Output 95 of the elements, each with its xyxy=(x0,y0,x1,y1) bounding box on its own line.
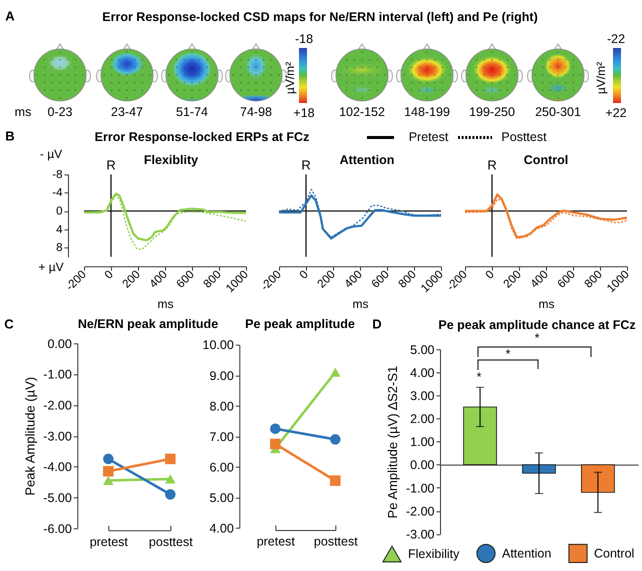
text: + µV xyxy=(38,260,64,275)
x-tick-label: pretest xyxy=(256,534,296,548)
x-tick-label: 800 xyxy=(396,268,419,291)
x-tick-label: 400 xyxy=(528,268,551,291)
y-tick-label: -1.00 xyxy=(43,368,72,382)
y-tick-label: -4 xyxy=(52,187,64,200)
y-tick-label: 0 xyxy=(56,206,62,218)
y-tick-label: 4 xyxy=(56,224,64,236)
ref-line-label: R xyxy=(301,157,311,172)
text: 102-152 xyxy=(339,104,385,120)
y-axis-title: Peak Amplitude (µV) xyxy=(22,376,38,496)
ref-line-label: R xyxy=(106,157,116,172)
y-tick-label: 3.00 xyxy=(410,388,435,403)
text: 148-199 xyxy=(404,104,450,120)
text: 0-23 xyxy=(47,104,73,120)
x-tick-label: 200 xyxy=(316,268,338,291)
text: A xyxy=(5,8,15,24)
x-tick-label: 600 xyxy=(370,268,392,291)
y-tick-label: -3.00 xyxy=(43,429,72,444)
y-tick-label: 6.00 xyxy=(209,460,234,474)
y-tick-label: 7.00 xyxy=(209,430,234,444)
text: 250-301 xyxy=(535,104,581,120)
text: C xyxy=(4,316,14,332)
text: -18 xyxy=(294,32,314,46)
text: 51-74 xyxy=(176,104,208,120)
x-tick-label: 200 xyxy=(120,268,143,291)
text: * xyxy=(534,330,540,346)
y-tick-label: 8 xyxy=(56,242,62,254)
x-tick-label: 200 xyxy=(502,268,524,291)
y-tick-label: -2.00 xyxy=(406,504,435,518)
x-tick-label: 800 xyxy=(582,268,605,291)
x-tick-label: posttest xyxy=(314,534,358,548)
y-tick-label: 0.00 xyxy=(410,458,435,472)
y-tick-label: 0.00 xyxy=(47,336,72,351)
x-tick-label: 0 xyxy=(298,268,311,282)
x-tick-label: -200 xyxy=(444,268,470,294)
chart-title: Flexiblity xyxy=(144,152,198,167)
color-bar-title: µV/m² xyxy=(283,62,298,94)
x-tick-label: -200 xyxy=(258,268,284,294)
text: Error Response-locked CSD maps for Ne/ERN interval (left) and Pe (right) xyxy=(102,10,538,24)
annotation: * xyxy=(476,370,482,384)
y-tick-label: -5.00 xyxy=(43,490,72,505)
y-tick-label: 4.00 xyxy=(410,366,435,380)
text: -22 xyxy=(606,32,626,46)
y-tick-label: 1.00 xyxy=(410,435,435,450)
x-tick-label: 600 xyxy=(174,268,197,291)
x-tick-label: posttest xyxy=(148,534,194,549)
y-tick-label: 5.00 xyxy=(209,490,234,505)
x-tick-label: -200 xyxy=(64,268,89,294)
text: Pretest xyxy=(408,130,448,144)
text: +18 xyxy=(293,105,315,120)
color-bar-title: µV/m² xyxy=(594,62,609,94)
y-tick-label: -1.00 xyxy=(406,481,435,496)
text: D xyxy=(372,316,382,332)
x-tick-label: 800 xyxy=(202,268,224,291)
chart-title: Attention xyxy=(340,152,394,167)
text: 23-47 xyxy=(111,104,143,120)
chart-title: Pe peak amplitude xyxy=(245,316,355,332)
y-tick-label: -4.00 xyxy=(43,460,72,474)
y-tick-label: 5.00 xyxy=(410,342,435,357)
legend-label: Control xyxy=(594,546,634,560)
text: B xyxy=(5,128,15,144)
chart-title: Pe peak amplitude chance at FCz xyxy=(438,318,636,332)
y-tick-label: 10.00 xyxy=(202,338,234,352)
legend-label: Flexibility xyxy=(408,547,460,562)
chart-title: Ne/ERN peak amplitude xyxy=(78,316,218,332)
text: 74-98 xyxy=(240,104,272,120)
x-axis-title: ms xyxy=(352,296,368,311)
y-tick-label: 2.00 xyxy=(410,412,435,426)
text: - µV xyxy=(40,147,62,162)
y-tick-label: 9.00 xyxy=(209,368,234,383)
x-axis-title: ms xyxy=(158,296,174,311)
y-tick-label: 8.00 xyxy=(209,399,234,414)
x-axis-title: ms xyxy=(538,296,554,311)
y-tick-label: -2.00 xyxy=(43,398,72,412)
text: 199-250 xyxy=(469,104,515,120)
x-tick-label: 400 xyxy=(148,268,170,291)
text: Error Response-locked ERPs at FCz xyxy=(94,130,310,144)
text: +22 xyxy=(605,105,627,120)
x-tick-label: 600 xyxy=(556,268,578,291)
x-tick-label: 0 xyxy=(484,268,497,282)
legend-label: Attention xyxy=(502,546,552,560)
x-tick-label: pretest xyxy=(90,534,128,549)
annotation: * xyxy=(506,346,510,362)
y-tick-label: 4.00 xyxy=(209,522,234,536)
chart-title: Control xyxy=(524,152,568,167)
x-tick-label: 0 xyxy=(102,268,116,282)
ref-line-label: R xyxy=(487,157,497,172)
text: ms xyxy=(14,104,32,120)
text: Posttest xyxy=(501,130,547,144)
y-tick-label: -3.00 xyxy=(406,527,435,542)
y-tick-label: -8 xyxy=(52,168,62,181)
y-tick-label: -6.00 xyxy=(43,522,72,536)
x-tick-label: 400 xyxy=(342,268,365,291)
y-axis-title: Pe Amplitude (µV) ∆S2-S1 xyxy=(385,366,400,518)
